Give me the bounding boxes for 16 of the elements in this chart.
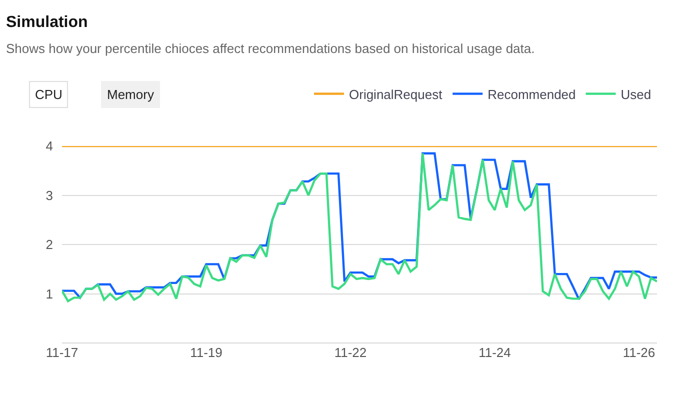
text: CPU <box>35 87 62 102</box>
x-tick-label: 11-24 <box>478 345 511 360</box>
y-tick-label: 1 <box>46 286 53 302</box>
x-tick-label: 11-22 <box>334 345 367 360</box>
legend-label: OriginalRequest <box>349 86 443 102</box>
x-tick-label: 11-17 <box>46 345 78 360</box>
legend-label: Recommended <box>488 86 576 102</box>
chart-title: Simulation <box>6 14 88 31</box>
text: Memory <box>107 87 154 102</box>
chart-subtitle: Shows how your percentile chioces affect recommendations based on historical usage data. <box>6 41 535 56</box>
y-tick-label: 4 <box>46 138 53 154</box>
y-tick-label: 3 <box>46 188 53 203</box>
x-tick-label: 11-19 <box>190 345 222 360</box>
legend-label: Used <box>620 86 652 102</box>
y-tick-label: 2 <box>46 237 53 252</box>
x-tick-label: 11-26 <box>622 345 656 360</box>
